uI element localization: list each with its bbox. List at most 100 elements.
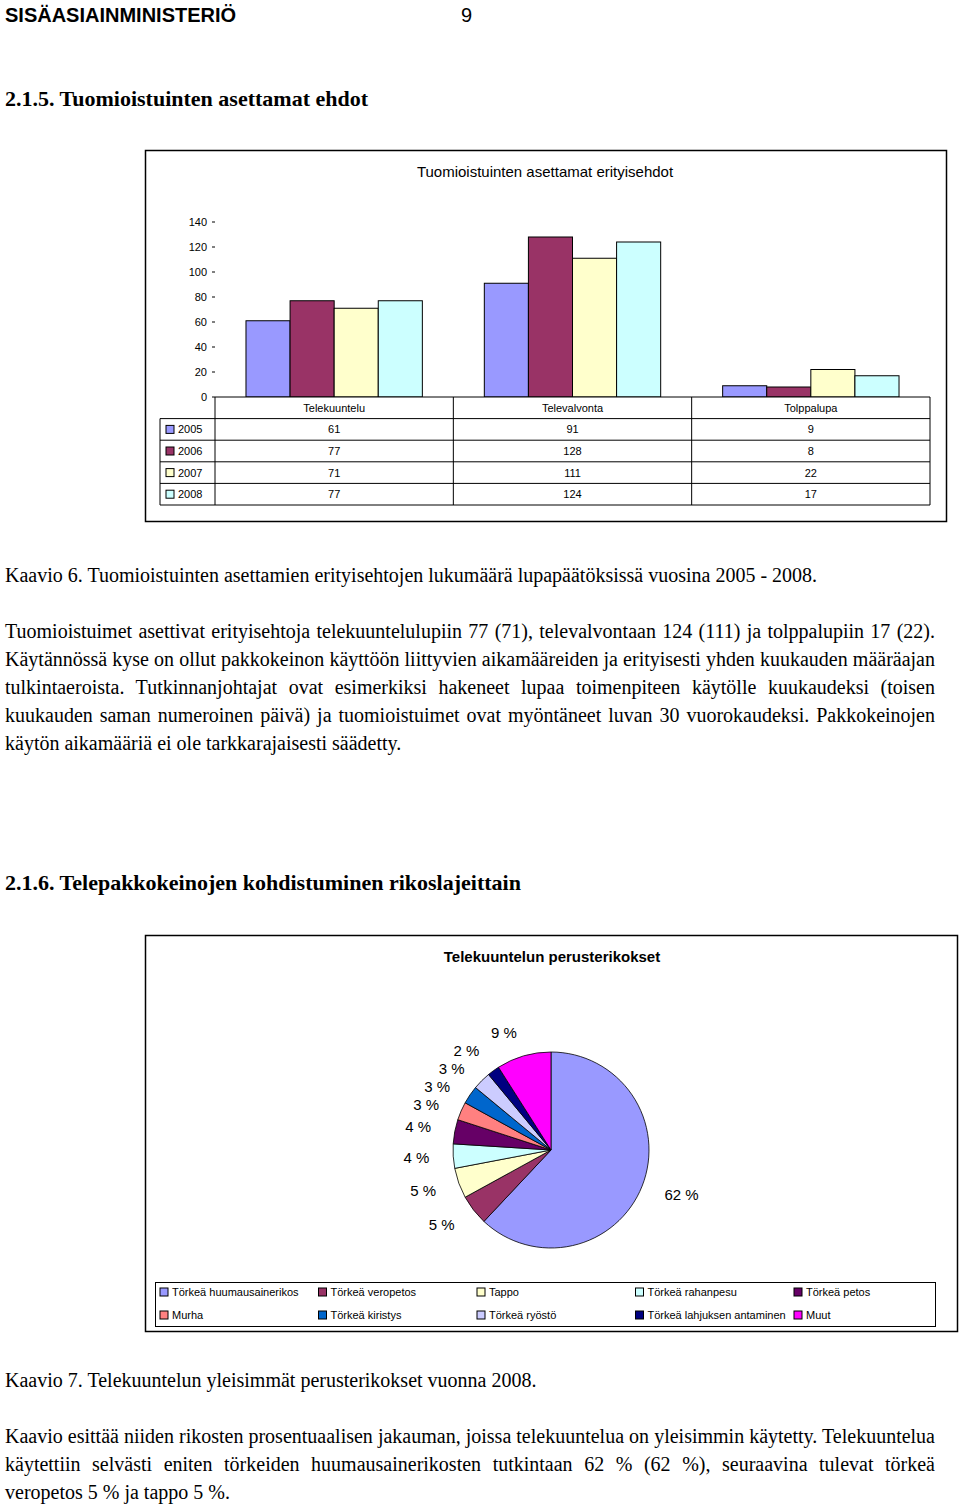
legend-label: Törkeä huumausainerikos xyxy=(172,1286,299,1298)
table-value: 8 xyxy=(808,445,814,457)
bar xyxy=(811,370,855,398)
table-value: 124 xyxy=(563,488,581,500)
table-value: 91 xyxy=(566,423,578,435)
table-value: 77 xyxy=(328,488,340,500)
legend-label: Törkeä petos xyxy=(806,1286,871,1298)
bar xyxy=(290,301,334,397)
chart-title: Telekuuntelun perusterikokset xyxy=(444,948,660,965)
data-label: 62 % xyxy=(664,1186,698,1203)
legend-label: 2008 xyxy=(178,488,202,500)
data-label: 5 % xyxy=(429,1216,455,1233)
legend-box xyxy=(156,1283,936,1327)
header-organization: SISÄASIAINMINISTERIÖ xyxy=(5,4,236,27)
legend-label: Murha xyxy=(172,1309,204,1321)
paragraph: Tuomioistuimet asettivat erityisehtoja t… xyxy=(5,617,935,757)
table-vline xyxy=(930,397,931,505)
legend-swatch xyxy=(166,490,174,498)
y-tick-label: 120 xyxy=(189,241,207,253)
bar xyxy=(334,308,378,397)
figure-caption: Kaavio 7. Telekuuntelun yleisimmät perus… xyxy=(5,1366,943,1394)
pie-slice xyxy=(498,1052,551,1150)
legend-label: 2007 xyxy=(178,467,202,479)
bar xyxy=(617,242,661,397)
legend-label: Törkeä ryöstö xyxy=(489,1309,556,1321)
legend-swatch xyxy=(636,1311,644,1319)
section-heading: 2.1.6. Telepakkokeinojen kohdistuminen r… xyxy=(5,870,521,896)
y-tick-label: 100 xyxy=(189,266,207,278)
legend-label: 2005 xyxy=(178,423,202,435)
table-value: 61 xyxy=(328,423,340,435)
table-vline xyxy=(215,397,216,505)
data-label: 3 % xyxy=(439,1060,465,1077)
x-tick-label: Tolppalupa xyxy=(784,402,838,414)
table-value: 71 xyxy=(328,467,340,479)
y-tick xyxy=(212,322,215,323)
data-label: 2 % xyxy=(453,1042,479,1059)
y-tick-label: 80 xyxy=(195,291,207,303)
y-tick xyxy=(212,247,215,248)
figure-caption: Kaavio 6. Tuomioistuinten asettamien eri… xyxy=(5,561,943,589)
bar xyxy=(484,283,528,397)
bar xyxy=(528,237,572,397)
table-hline xyxy=(160,440,930,441)
data-label: 3 % xyxy=(413,1096,439,1113)
chart-frame xyxy=(146,936,958,1332)
y-tick xyxy=(212,222,215,223)
bar xyxy=(723,386,767,397)
legend-label: 2006 xyxy=(178,445,202,457)
legend-swatch xyxy=(160,1288,168,1296)
legend-label: Tappo xyxy=(489,1286,519,1298)
y-tick-label: 140 xyxy=(189,216,207,228)
table-value: 77 xyxy=(328,445,340,457)
table-value: 17 xyxy=(805,488,817,500)
y-tick xyxy=(212,372,215,373)
charts-svg: Tuomioistuinten asettamat erityisehdot 0 2… xyxy=(0,0,960,1507)
data-label: 9 % xyxy=(491,1024,517,1041)
x-tick-label: Telekuuntelu xyxy=(303,402,365,414)
table-vline xyxy=(691,397,692,505)
bar xyxy=(767,387,811,397)
table-vline xyxy=(453,397,454,505)
table-value: 111 xyxy=(564,467,581,479)
paragraph: Kaavio esittää niiden rikosten prosentua… xyxy=(5,1422,935,1506)
legend-label: Törkeä kiristys xyxy=(331,1309,402,1321)
bar xyxy=(855,376,899,397)
table-value: 128 xyxy=(563,445,581,457)
y-tick-label: 40 xyxy=(195,341,207,353)
legend-label: Törkeä lahjuksen antaminen xyxy=(648,1309,786,1321)
y-tick xyxy=(212,347,215,348)
y-tick-label: 20 xyxy=(195,366,207,378)
table-hline xyxy=(160,418,930,419)
y-tick-label: 60 xyxy=(195,316,207,328)
table-hline xyxy=(160,461,930,462)
legend: Törkeä huumausainerikos Törkeä veropetos T… xyxy=(156,1283,936,1327)
data-label: 4 % xyxy=(405,1118,431,1135)
legend-swatch xyxy=(166,447,174,455)
legend-swatch xyxy=(794,1288,802,1296)
table-value: 22 xyxy=(805,467,817,479)
legend-swatch xyxy=(166,425,174,433)
section-heading: 2.1.5. Tuomioistuinten asettamat ehdot xyxy=(5,86,368,112)
legend-label: Törkeä veropetos xyxy=(331,1286,417,1298)
bar xyxy=(378,301,422,397)
data-label: 5 % xyxy=(410,1182,436,1199)
legend-swatch xyxy=(319,1288,327,1296)
table-value: 9 xyxy=(808,423,814,435)
table-hline xyxy=(160,505,930,506)
page: SISÄASIAINMINISTERIÖ 9 2.1.5. Tuomioistuin… xyxy=(0,0,960,1507)
legend-swatch xyxy=(794,1311,802,1319)
x-tick-label: Televalvonta xyxy=(542,402,604,414)
chart-title: Tuomioistuinten asettamat erityisehdot xyxy=(417,163,674,180)
y-tick xyxy=(212,297,215,298)
data-label: 3 % xyxy=(424,1078,450,1095)
pie xyxy=(453,1052,649,1248)
legend-swatch xyxy=(477,1288,485,1296)
y-tick-label: 0 xyxy=(201,391,207,403)
page-number: 9 xyxy=(461,4,472,27)
x-axis-line xyxy=(215,397,930,398)
legend-swatch xyxy=(160,1311,168,1319)
table-hline xyxy=(160,483,930,484)
bar xyxy=(246,321,290,397)
legend-swatch xyxy=(166,469,174,477)
legend-label: Törkeä rahanpesu xyxy=(648,1286,737,1298)
